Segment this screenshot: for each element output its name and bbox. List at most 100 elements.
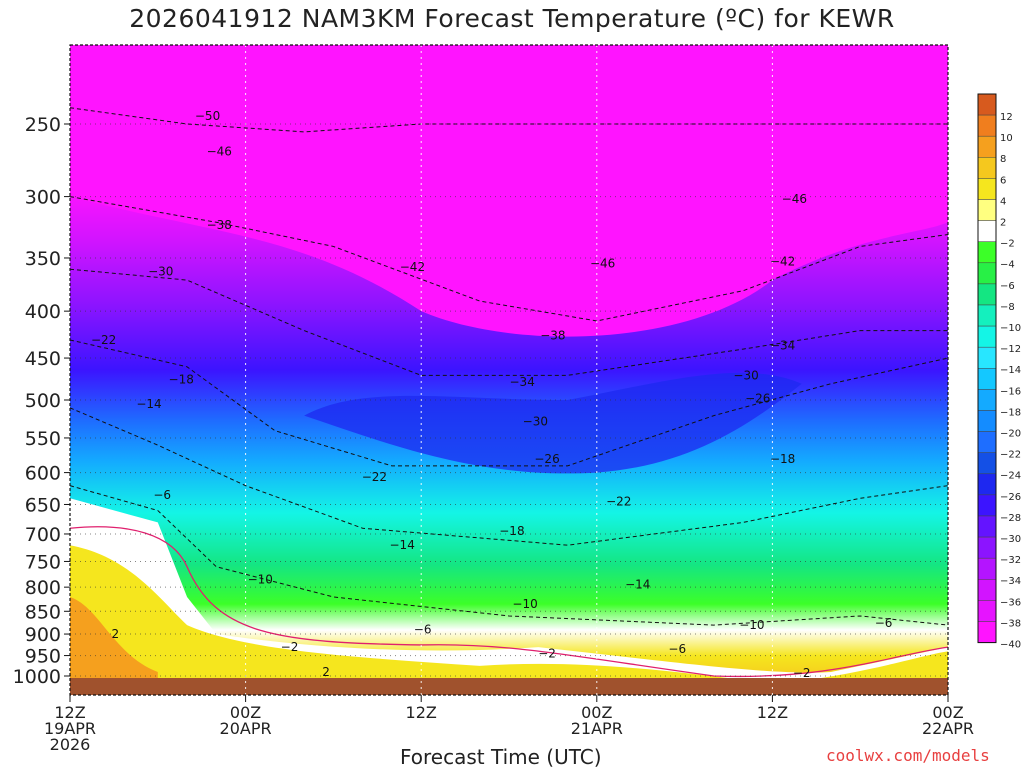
colorbar-swatch [977,494,997,517]
contour-label: −38 [540,328,565,342]
colorbar-swatch [977,600,997,622]
x-tick-label: 00Z [230,703,261,722]
y-tick-label: 300 [25,187,61,209]
colorbar-swatch [977,304,997,327]
colorbar-swatch [977,325,997,348]
colorbar-label: −18 [1000,407,1021,418]
contour-label: −6 [875,616,893,630]
x-tick-label: 12Z [757,703,788,722]
contour-label: −26 [534,452,559,466]
colorbar-swatch [977,621,997,643]
colorbar-label: −4 [1000,260,1015,271]
colorbar-swatch [977,473,997,496]
colorbar-label: −12 [1000,344,1021,355]
colorbar-swatch [977,199,997,221]
plot-frame [69,44,949,696]
x-tick-label: 19APR [44,719,96,738]
contour-label: −30 [148,264,173,278]
colorbar-label: −28 [1000,513,1021,524]
colorbar-swatch [977,178,997,200]
freezing-level-line [70,526,948,678]
colorbar-swatch [977,93,997,116]
colorbar-label: −14 [1000,365,1021,376]
colorbar-swatch [977,452,997,475]
y-tick-label: 550 [25,428,61,450]
contour-labels: −50 −46 −46 −46 −42 −42 −38 −38 −34 −34 −30 −30 −30 −… [91,109,892,680]
x-tick-label: 22APR [922,719,974,738]
isotherm-line-5 [70,485,948,626]
contour-label: −6 [668,642,686,656]
colorbar-swatch [977,431,997,453]
plot-area [70,45,948,695]
colorbar-swatch [977,410,997,432]
contour-label: −10 [248,573,273,587]
colorbar-label: −22 [1000,450,1021,461]
near-zero-layer [70,498,948,695]
contour-label: −2 [793,666,811,680]
contour-label: −22 [91,333,116,347]
contour-label: −22 [362,470,387,484]
colorbar-swatch [977,220,997,242]
contour-label: 2 [112,627,120,641]
colorbar-swatch [977,283,997,306]
ground-strip [70,678,948,695]
contour-label: −30 [733,368,758,382]
colorbar-swatch [977,135,997,158]
x-tick-label: 00Z [581,703,612,722]
x-tick-label: 12Z [54,703,85,722]
colorbar-swatch [977,157,997,179]
colorbar-swatch [977,515,997,538]
contour-label: −30 [523,415,548,429]
isotherm-line-2 [70,268,948,376]
contour-label: −10 [512,597,537,611]
contour-label: −2 [281,640,299,654]
colorbar-label: −6 [1000,281,1015,292]
cold-dome-region [70,45,948,337]
colorbar-label: −10 [1000,323,1021,334]
y-tick-label: 600 [25,463,61,485]
colorbar-label: −38 [1000,618,1021,629]
y-tick-label: 850 [25,601,61,623]
y-tick-label: 650 [25,494,61,516]
colorbar-label: −36 [1000,597,1021,608]
x-tick-label: 21APR [571,719,623,738]
contour-label: −14 [625,578,650,592]
contour-label: −2 [538,646,556,660]
warm-layer [70,545,948,695]
contour-label: −22 [606,494,631,508]
contour-label: −18 [499,524,524,538]
colorbar-swatch [977,346,997,369]
colorbar-label: 10 [1000,133,1013,144]
contour-label: −26 [745,391,770,405]
contour-label: −10 [739,618,764,632]
colorbar-label: −20 [1000,429,1021,440]
y-tick-label: 400 [25,301,61,323]
contour-label: −46 [782,192,807,206]
contour-label: −46 [207,145,232,159]
y-tick-label: 450 [25,348,61,370]
colorbar-label: 8 [1000,154,1006,165]
credit-text: coolwx.com/models [826,746,990,765]
contour-label: −18 [770,452,795,466]
colorbar-label: −26 [1000,492,1021,503]
contour-label: −14 [136,397,161,411]
colorbar-label: −30 [1000,534,1021,545]
x-tick-label: 20APR [220,719,272,738]
cold-pool-region [304,372,802,474]
colorbar-frame [977,93,997,644]
contour-label: −34 [510,375,535,389]
contour-label: −42 [770,254,795,268]
chart-title: 2026041912 NAM3KM Forecast Temperature (… [129,4,895,33]
contour-label: −6 [414,623,432,637]
contour-label: −18 [169,373,194,387]
colorbar-swatch [977,241,997,264]
colorbar-label: 12 [1000,112,1013,123]
colorbar-label: −40 [1000,640,1021,651]
contour-label: −46 [590,257,615,271]
colorbar-label: 4 [1000,196,1006,207]
contour-label: −14 [390,538,415,552]
colorbar-label: −32 [1000,555,1021,566]
y-tick-label: 900 [25,624,61,646]
